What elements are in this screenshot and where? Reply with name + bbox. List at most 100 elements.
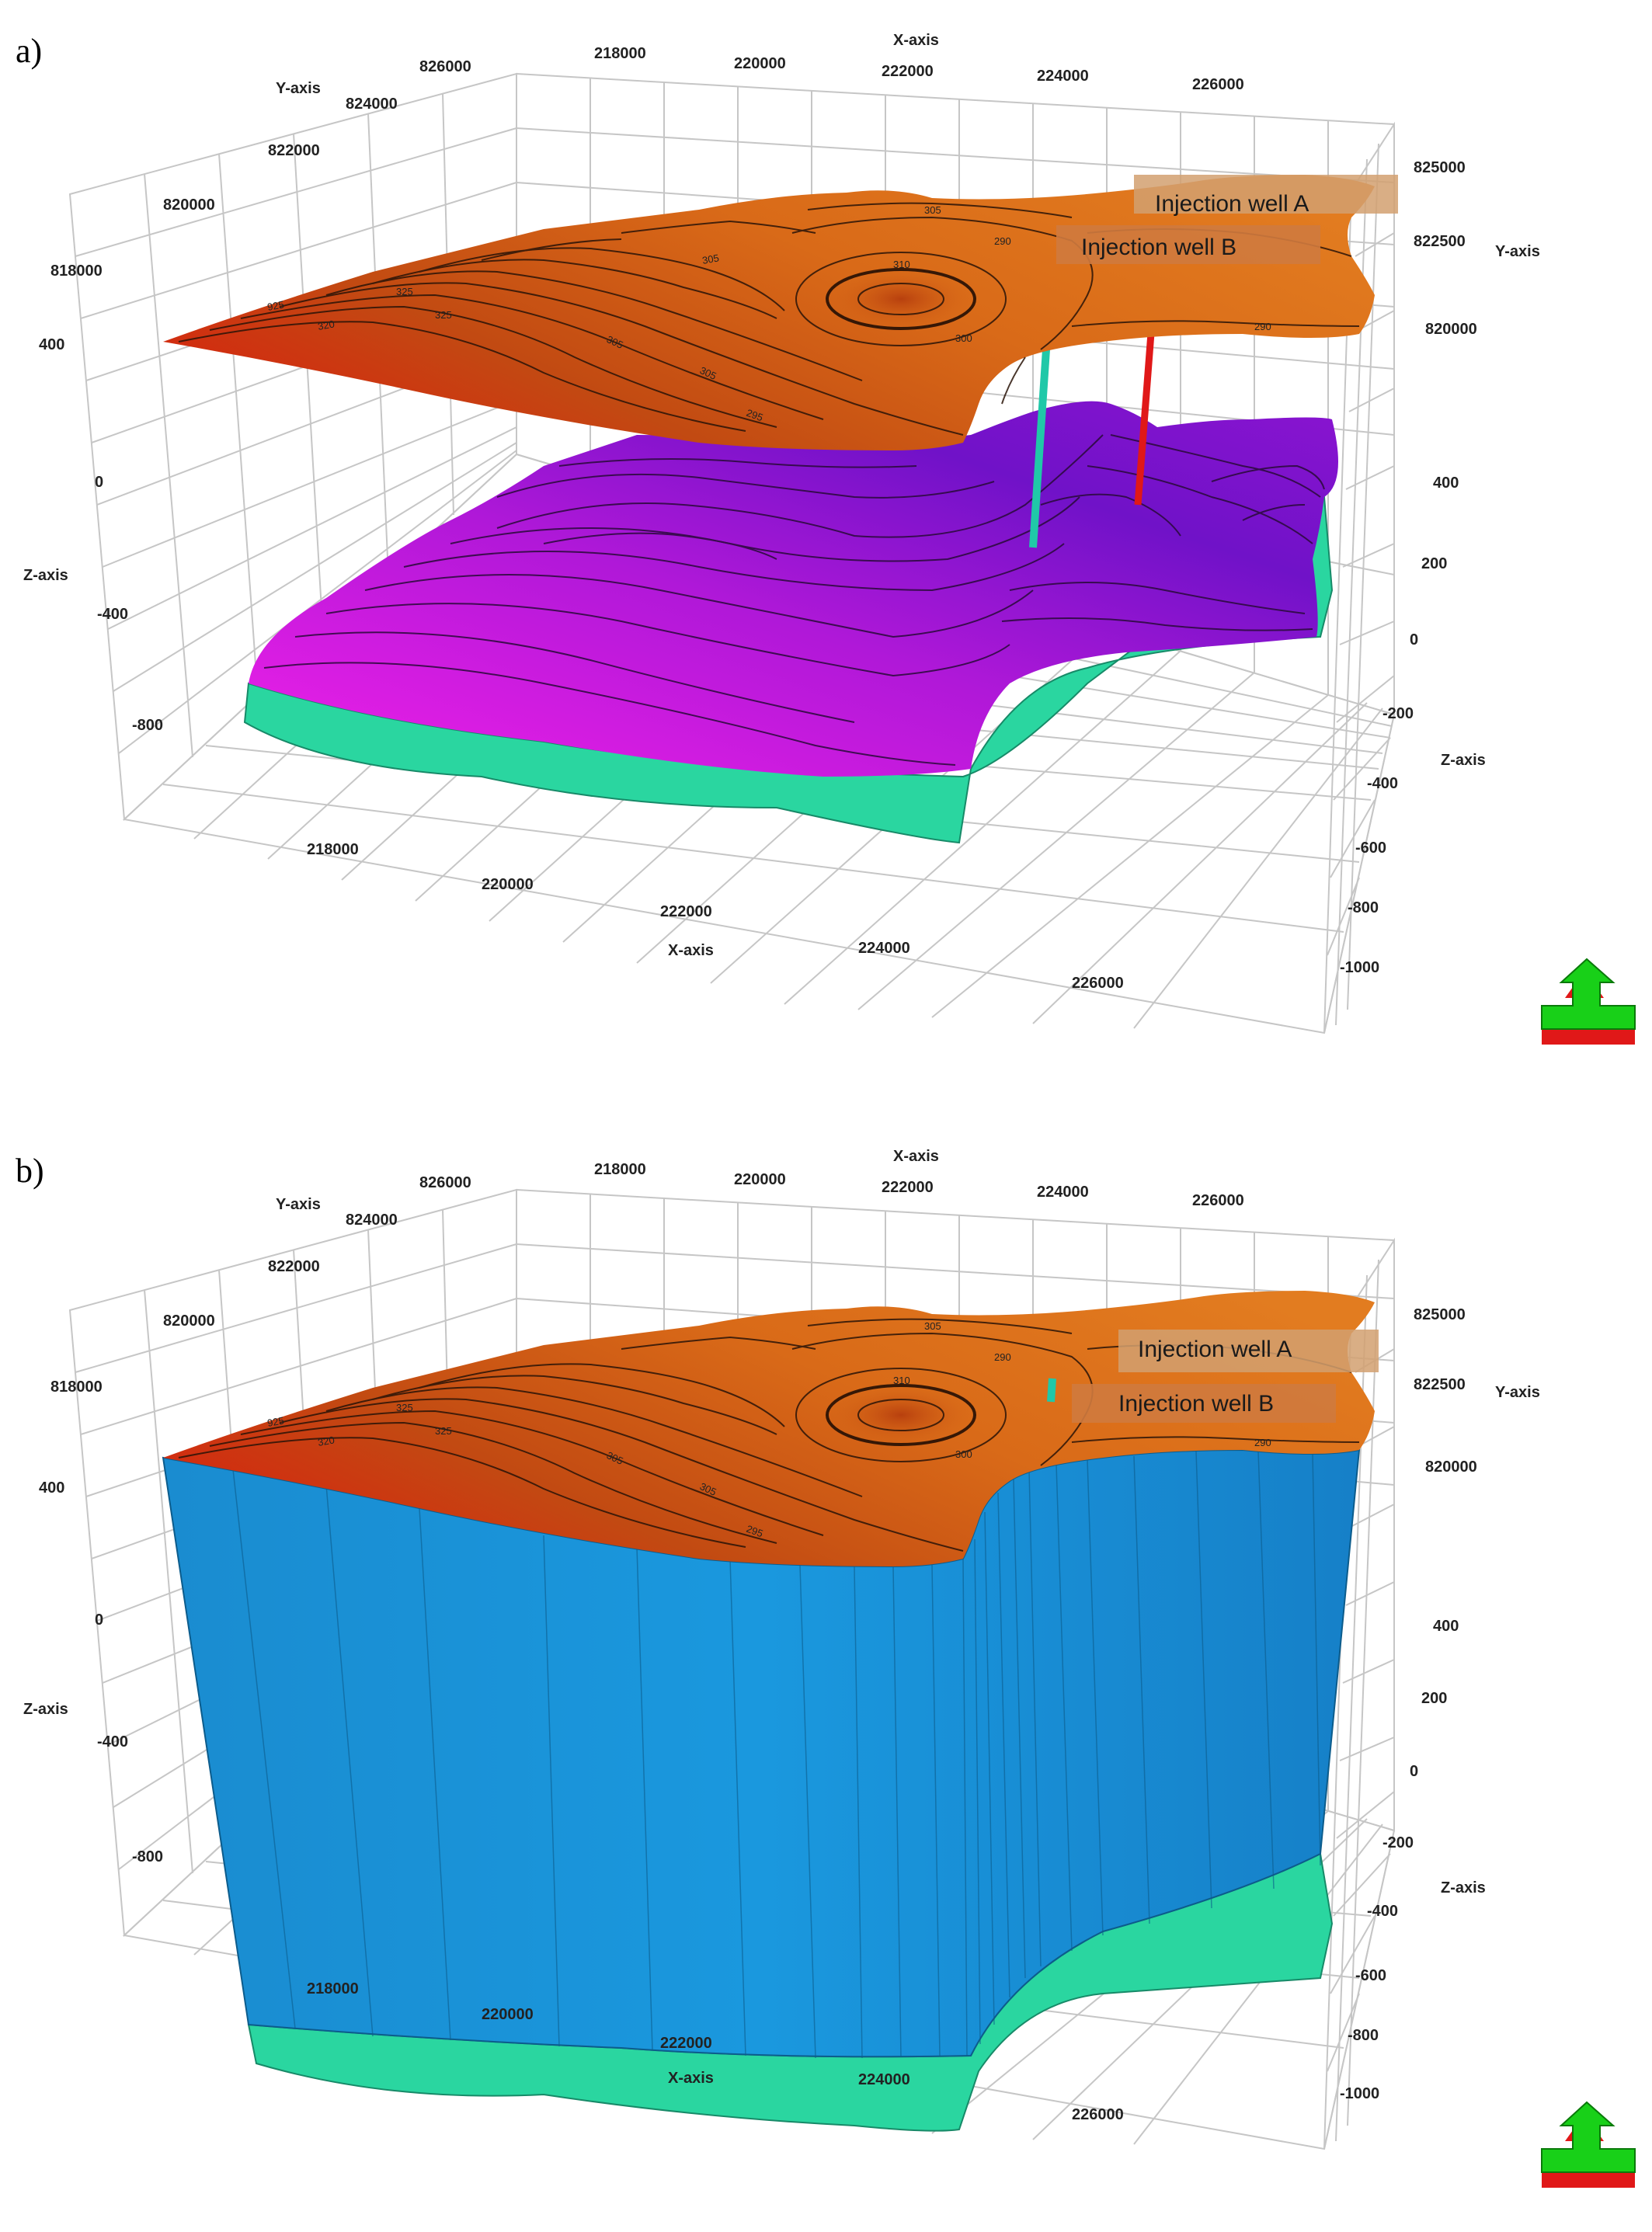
svg-text:-800: -800 [1348,899,1379,916]
svg-text:826000: 826000 [419,1174,471,1191]
svg-text:826000: 826000 [419,58,471,75]
svg-text:305: 305 [701,252,720,266]
svg-text:290: 290 [994,1351,1011,1363]
svg-text:218000: 218000 [594,1161,646,1178]
svg-text:222000: 222000 [660,2035,712,2052]
panel-label-b: b) [16,1152,44,1190]
svg-text:300: 300 [955,1448,972,1460]
svg-text:X-axis: X-axis [893,1148,939,1165]
svg-text:224000: 224000 [1037,68,1089,85]
svg-text:400: 400 [39,336,64,353]
svg-text:200: 200 [1421,1690,1447,1707]
svg-text:-600: -600 [1355,1967,1386,1984]
lower-layer-top [249,401,1338,777]
svg-text:310: 310 [893,259,910,270]
x-ticks-top-b: 218000 220000 222000 224000 226000 X-axi… [594,1148,1244,1209]
svg-text:0: 0 [1410,1763,1418,1780]
svg-text:X-axis: X-axis [668,2070,714,2087]
svg-text:X-axis: X-axis [668,942,714,959]
svg-text:224000: 224000 [1037,1184,1089,1201]
panel-b: b) [0,1116,1652,2232]
upper-layer-top-b [163,1291,1375,1566]
svg-text:818000: 818000 [50,1378,103,1396]
well-b-callout: Injection well B [1056,225,1320,264]
y-ticks-right-a: 825000 822500 820000 Y-axis [1414,159,1540,338]
svg-text:224000: 224000 [858,2071,910,2088]
svg-text:226000: 226000 [1192,1192,1244,1209]
svg-text:820000: 820000 [1425,1458,1477,1476]
svg-text:220000: 220000 [482,2006,534,2023]
svg-text:310: 310 [893,1375,910,1386]
svg-text:Y-axis: Y-axis [276,1196,321,1213]
svg-text:822000: 822000 [268,1258,320,1275]
svg-text:325: 325 [396,286,413,297]
svg-text:-400: -400 [97,1733,128,1750]
svg-text:226000: 226000 [1072,2106,1124,2123]
svg-text:925: 925 [266,1414,285,1429]
svg-text:825000: 825000 [1414,1306,1466,1323]
well-a-callout: Injection well A [1134,175,1398,217]
well-a-label-b: Injection well A [1138,1337,1292,1362]
svg-text:0: 0 [95,1611,103,1629]
svg-text:-200: -200 [1382,1834,1414,1851]
svg-text:325: 325 [396,1402,413,1413]
svg-text:-1000: -1000 [1340,959,1379,976]
svg-text:325: 325 [435,1425,452,1437]
svg-text:400: 400 [1433,475,1459,492]
svg-text:218000: 218000 [307,841,359,858]
svg-text:0: 0 [95,474,103,491]
svg-text:290: 290 [994,235,1011,247]
svg-text:X-axis: X-axis [893,32,939,49]
model-3d-view-a: 925 320 325 325 305 305 295 310 300 290 … [23,32,1636,1045]
svg-text:290: 290 [1254,1437,1271,1448]
svg-text:320: 320 [317,1434,336,1448]
svg-text:822500: 822500 [1414,1376,1466,1393]
y-ticks-right-b: 825000 822500 820000 Y-axis [1414,1306,1540,1476]
svg-text:222000: 222000 [882,1179,934,1196]
svg-text:Z-axis: Z-axis [23,567,68,584]
svg-text:325: 325 [435,309,452,321]
upper-layer-b: 925 320 325 325 305 305 295 310 300 290 … [163,1291,1375,1566]
panel-label-a: a) [16,32,43,70]
svg-text:400: 400 [1433,1618,1459,1635]
svg-text:-400: -400 [97,606,128,623]
panel-a: a) [16,32,1636,1045]
svg-text:818000: 818000 [50,262,103,280]
well-b-stub [1047,1378,1056,1403]
svg-text:218000: 218000 [307,1980,359,1997]
svg-text:305: 305 [924,1320,941,1332]
svg-text:820000: 820000 [163,196,215,214]
svg-text:820000: 820000 [163,1312,215,1330]
y-ticks-left-b: 826000 824000 822000 820000 818000 Y-axi… [50,1174,471,1396]
z-ticks-left-b: 400 0 -400 -800 Z-axis [23,1479,163,1865]
well-b-callout-b: Injection well B [1072,1384,1336,1423]
svg-text:Y-axis: Y-axis [1495,243,1540,260]
svg-text:Z-axis: Z-axis [23,1701,68,1718]
x-ticks-bottom-b: 218000 220000 222000 224000 226000 X-axi… [307,1980,1124,2123]
svg-text:222000: 222000 [660,903,712,920]
svg-text:320: 320 [317,318,336,332]
z-ticks-right-b: 400 200 0 -200 -400 -600 -800 -1000 Z-ax… [1340,1618,1486,2102]
svg-text:824000: 824000 [346,96,398,113]
svg-text:220000: 220000 [482,876,534,893]
svg-text:-800: -800 [132,1848,163,1865]
svg-text:-400: -400 [1367,775,1398,792]
x-ticks-bottom-a: 218000 220000 222000 224000 226000 X-axi… [307,841,1124,992]
x-ticks-top-a: 218000 220000 222000 224000 226000 X-axi… [594,32,1244,93]
svg-text:226000: 226000 [1072,975,1124,992]
svg-text:400: 400 [39,1479,64,1497]
svg-text:Y-axis: Y-axis [1495,1384,1540,1401]
z-ticks-left-a: 400 0 -400 -800 Z-axis [23,336,163,734]
svg-text:925: 925 [266,298,285,313]
svg-text:226000: 226000 [1192,76,1244,93]
svg-text:224000: 224000 [858,940,910,957]
svg-text:Y-axis: Y-axis [276,80,321,97]
svg-text:218000: 218000 [594,45,646,62]
navigation-arrow-icon[interactable] [1541,2101,1636,2188]
svg-text:Z-axis: Z-axis [1441,1879,1486,1897]
well-b-label-b: Injection well B [1118,1391,1274,1417]
navigation-arrow-icon[interactable] [1541,958,1636,1045]
svg-text:222000: 222000 [882,63,934,80]
svg-text:825000: 825000 [1414,159,1466,176]
svg-text:300: 300 [955,332,972,344]
